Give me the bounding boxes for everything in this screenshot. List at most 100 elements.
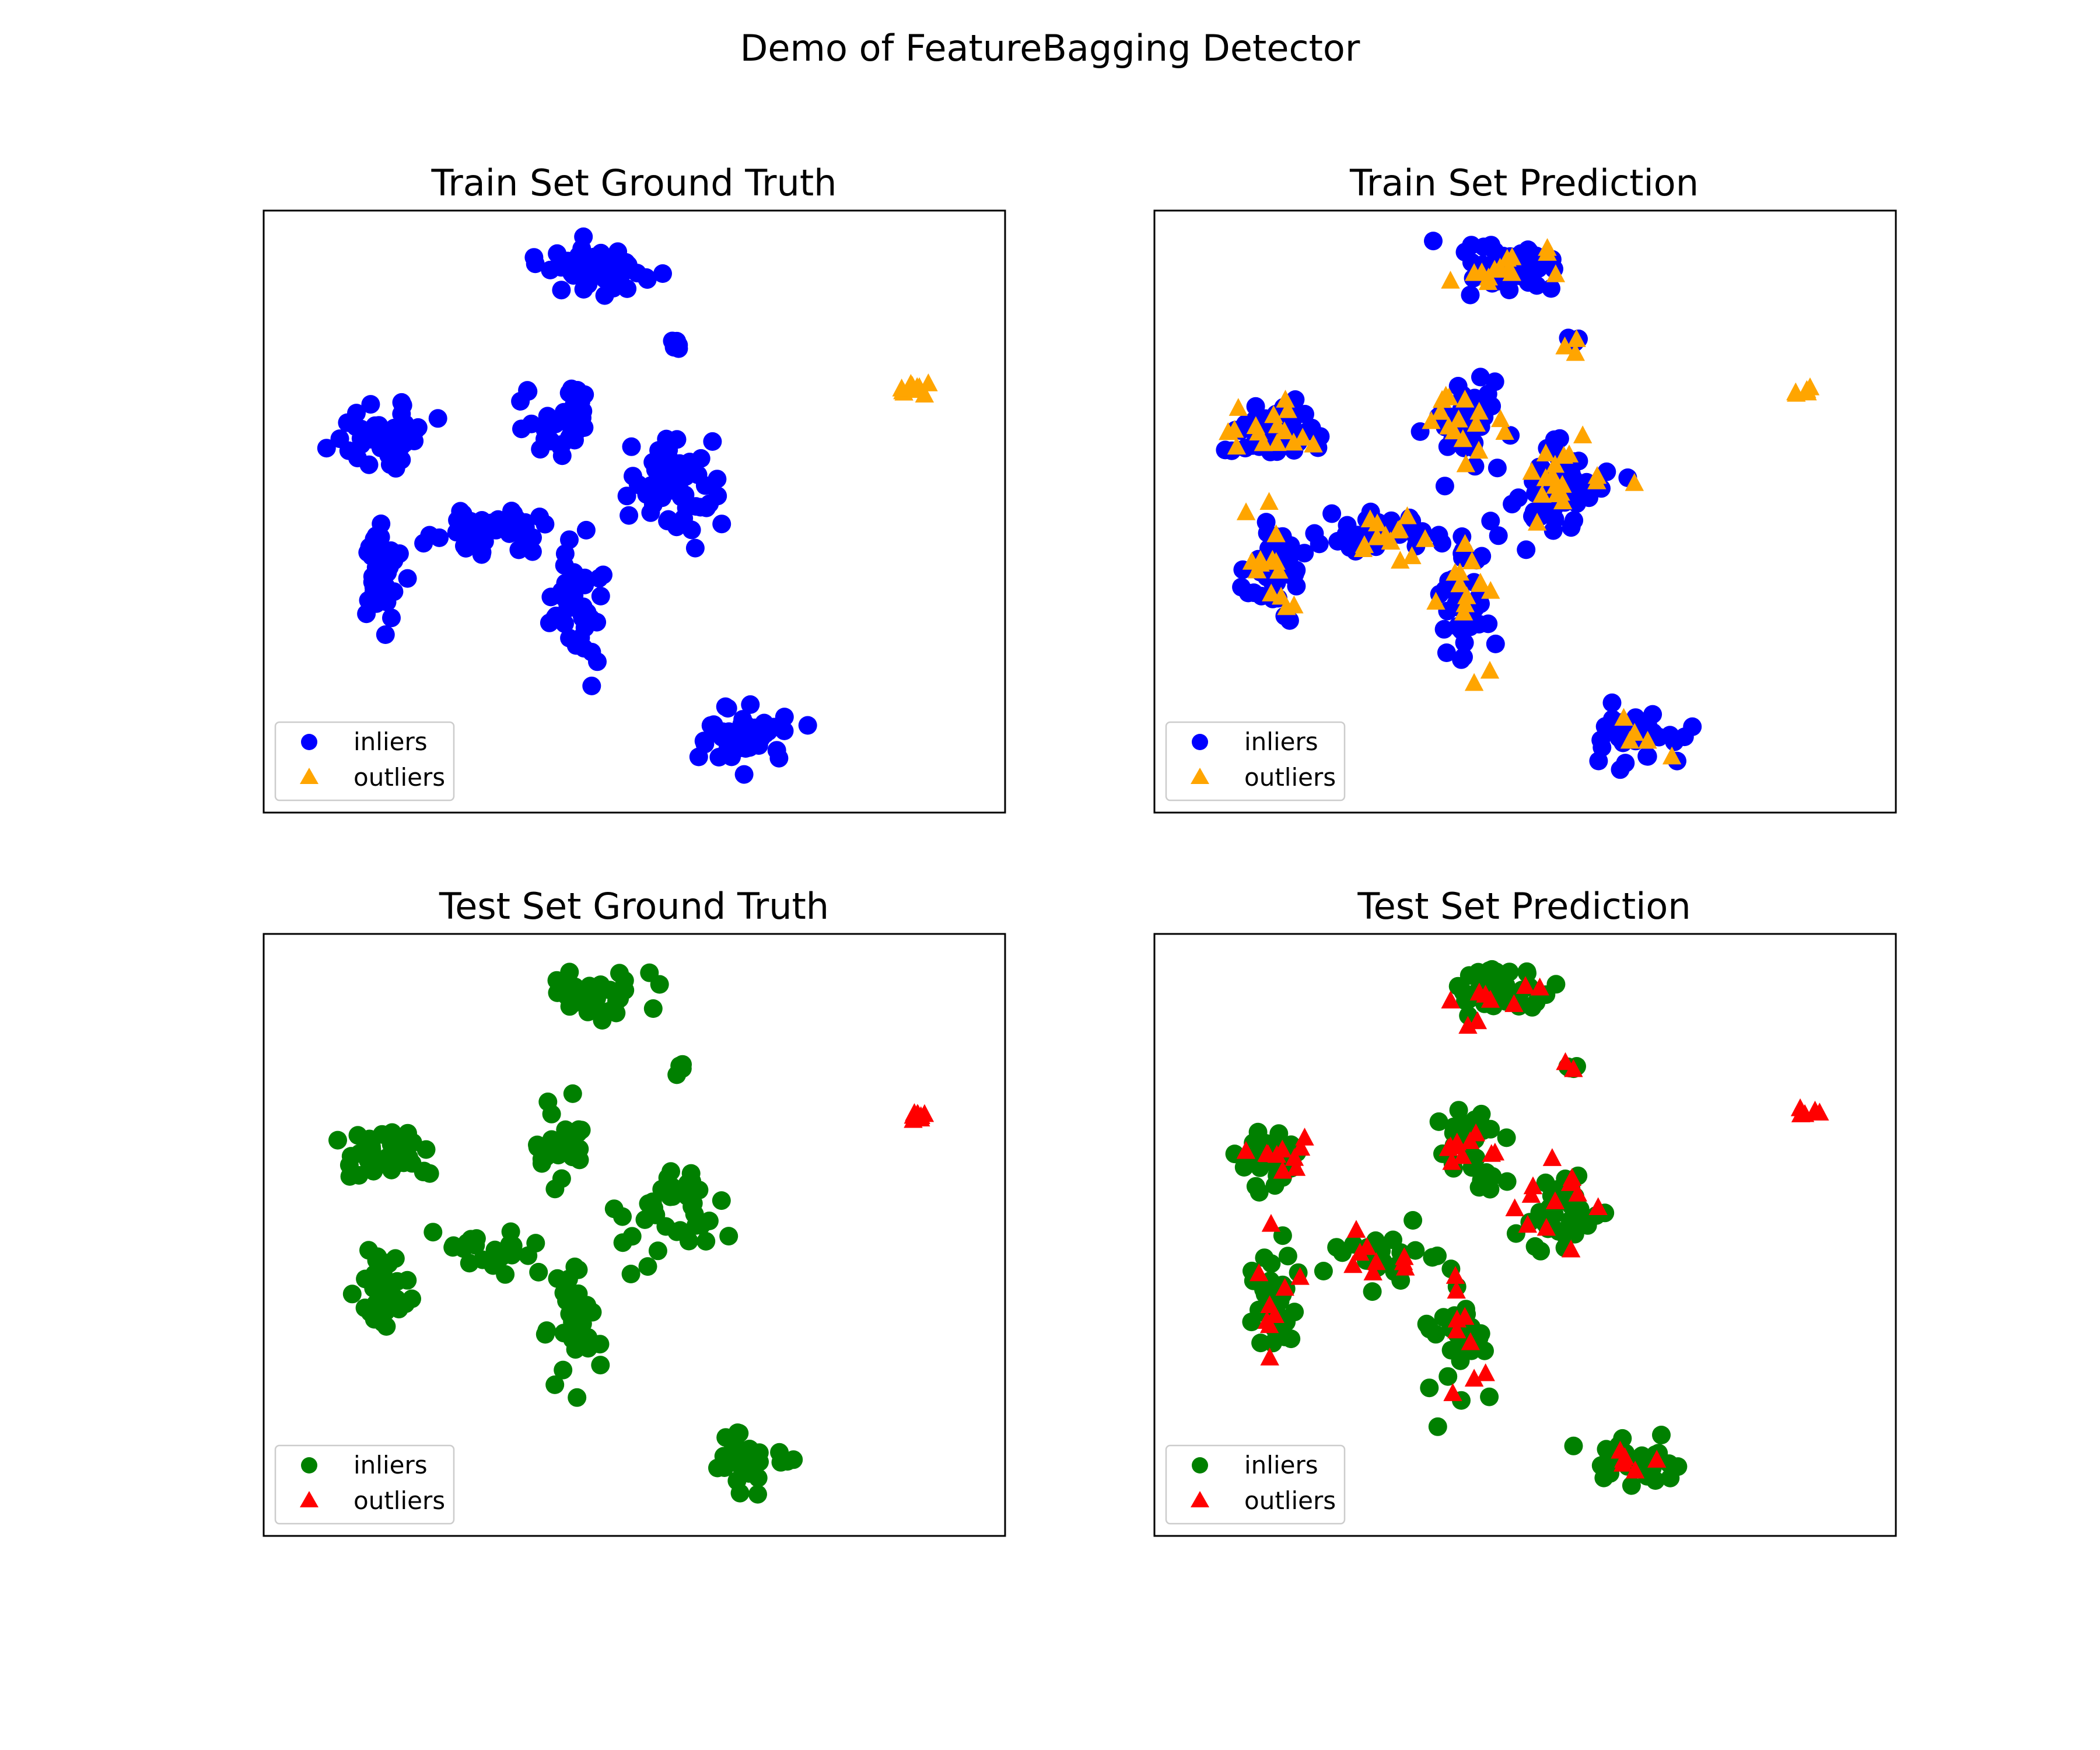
subplot-title: Test Set Ground Truth: [439, 885, 829, 928]
inlier-point: [1497, 1128, 1516, 1147]
inlier-point: [1278, 1247, 1297, 1266]
outlier-point: [1268, 433, 1287, 452]
inlier-point: [636, 268, 656, 287]
inlier-point: [503, 1236, 523, 1255]
inlier-point: [424, 1223, 443, 1242]
outlier-point: [1447, 1320, 1466, 1339]
figure-suptitle: Demo of FeatureBagging Detector: [740, 27, 1360, 69]
inlier-point: [669, 335, 688, 355]
inlier-point: [532, 1154, 551, 1173]
inlier-point: [537, 1321, 556, 1340]
inlier-point: [1404, 1211, 1423, 1230]
inlier-point: [1564, 1436, 1583, 1455]
outlier-point: [1443, 1383, 1462, 1401]
inlier-point: [1434, 620, 1454, 639]
inlier-point: [1322, 504, 1342, 523]
legend-marker-outliers: [1191, 1491, 1209, 1507]
inlier-point: [1446, 1122, 1465, 1141]
legend-box: [1165, 721, 1346, 802]
outlier-point: [1415, 529, 1435, 547]
inlier-point: [1574, 1214, 1593, 1233]
inlier-point: [578, 1002, 597, 1021]
inlier-point: [1391, 1271, 1410, 1290]
inlier-point: [681, 1164, 701, 1183]
inlier-point: [547, 971, 566, 990]
inlier-point: [560, 530, 579, 550]
outlier-point: [1219, 422, 1238, 440]
outlier-point: [1530, 977, 1549, 996]
inlier-point: [428, 409, 447, 428]
inlier-point: [648, 1241, 667, 1261]
inlier-point: [568, 1388, 587, 1407]
legend: inliers outliers: [274, 721, 455, 802]
inlier-point: [767, 741, 786, 760]
outlier-point: [1522, 461, 1541, 480]
outlier-point: [1458, 1016, 1478, 1034]
inlier-point: [708, 487, 727, 506]
inlier-point: [1602, 693, 1622, 712]
inlier-point: [1529, 259, 1548, 278]
inlier-point: [398, 1270, 417, 1290]
inlier-point: [1485, 242, 1504, 261]
outlier-point: [1363, 1262, 1382, 1280]
inlier-point: [491, 1248, 510, 1267]
outlier-point: [1450, 574, 1469, 593]
inlier-point: [1461, 285, 1480, 304]
inlier-point: [1517, 962, 1536, 981]
legend-label-outliers: outliers: [354, 763, 445, 792]
inlier-point: [348, 1126, 368, 1145]
outlier-point: [1346, 1220, 1366, 1238]
inlier-point: [1522, 998, 1542, 1017]
inlier-point: [414, 1163, 433, 1182]
outlier-point: [1439, 387, 1459, 405]
outlier-point: [1455, 534, 1475, 552]
inlier-point: [1480, 1387, 1499, 1406]
legend: inliers outliers: [274, 1444, 455, 1525]
outlier-point: [1454, 603, 1474, 621]
legend: inliers outliers: [1165, 721, 1346, 802]
inlier-point: [569, 1260, 588, 1279]
inlier-point: [373, 1294, 392, 1313]
inlier-point: [1280, 558, 1300, 577]
outlier-point: [1471, 572, 1490, 591]
inlier-point: [703, 432, 722, 451]
outlier-point: [1638, 730, 1657, 749]
inlier-point: [617, 487, 636, 506]
inlier-point: [748, 1485, 767, 1504]
outlier-point: [1588, 1197, 1608, 1216]
inlier-point: [1314, 1262, 1333, 1280]
inlier-point: [361, 395, 380, 414]
inlier-point: [554, 1283, 573, 1303]
scatter-points: [317, 227, 938, 784]
outlier-point: [1456, 454, 1476, 473]
outlier-point: [1442, 1152, 1461, 1170]
inlier-point: [798, 716, 817, 735]
inlier-point: [691, 449, 710, 468]
inlier-point: [1616, 754, 1635, 773]
outlier-point: [1273, 1161, 1293, 1179]
inlier-point: [338, 413, 357, 432]
outlier-point: [1266, 552, 1286, 570]
outlier-point: [1353, 539, 1373, 557]
inlier-point: [365, 416, 384, 435]
inlier-point: [643, 999, 663, 1018]
outlier-point: [1357, 1237, 1377, 1255]
inlier-point: [1437, 643, 1456, 662]
outlier-point: [1786, 382, 1805, 401]
outlier-point: [1561, 1239, 1581, 1258]
outlier-point: [1250, 1263, 1269, 1282]
outlier-point: [1468, 1011, 1488, 1030]
subplot-title: Train Set Prediction: [1349, 162, 1699, 204]
inlier-point: [447, 523, 466, 542]
inlier-point: [386, 459, 405, 478]
outlier-point: [1275, 1278, 1294, 1296]
inlier-point: [414, 534, 433, 553]
inlier-point: [562, 379, 581, 398]
inlier-point: [582, 642, 601, 662]
legend-label-inliers: inliers: [1244, 1451, 1318, 1479]
inlier-point: [708, 1458, 727, 1478]
outlier-point: [1284, 432, 1303, 451]
outlier-point: [1555, 336, 1574, 355]
outlier-point: [1542, 1148, 1562, 1166]
inlier-point: [354, 432, 373, 452]
